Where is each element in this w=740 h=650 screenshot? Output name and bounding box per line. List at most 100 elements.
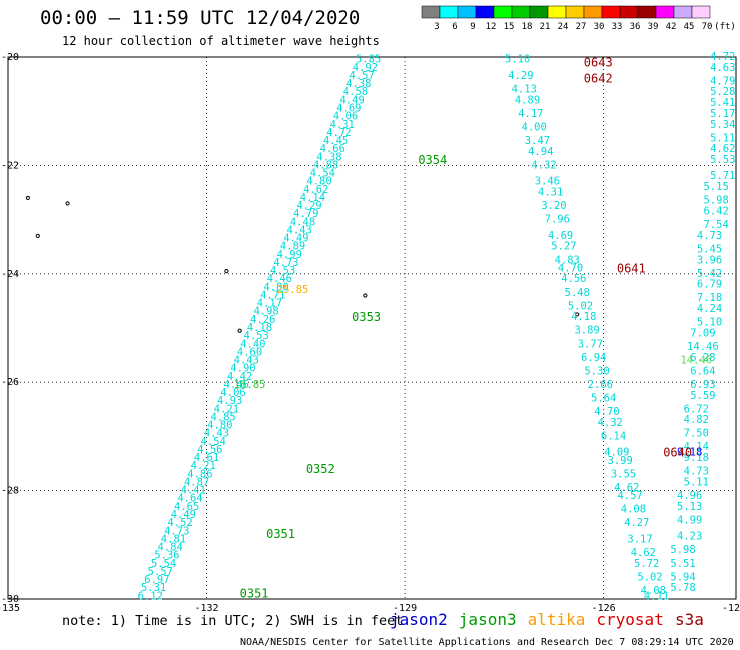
data-point-value: 4.29: [508, 70, 533, 82]
data-point-value: 4.65: [174, 501, 199, 513]
data-point-value: 4.64: [177, 493, 202, 505]
colorbar-label: 18: [522, 22, 533, 32]
data-point-value: 5.30: [584, 365, 609, 377]
island-outline: [25, 195, 30, 201]
data-point-value: 4.14: [300, 192, 325, 204]
colorbar-swatch: [547, 5, 567, 19]
data-point-value: 3.46: [535, 176, 560, 188]
data-point-value: 5.59: [690, 390, 715, 402]
data-point-value: 6.42: [703, 205, 728, 217]
data-point-value: 6.12: [138, 590, 163, 602]
data-point-value: 6.28: [690, 352, 715, 364]
time-label: 0643: [584, 55, 613, 69]
data-point-value: 4.63: [710, 62, 735, 74]
data-point-value: 4.62: [303, 184, 328, 196]
data-point-value: 3.99: [608, 455, 633, 467]
data-point-value: 5.54: [151, 558, 176, 570]
colorbar-label: 24: [558, 22, 569, 32]
data-point-value: 4.43: [234, 355, 259, 367]
data-point-value: 6.64: [690, 365, 715, 377]
data-point-value: 4.54: [201, 436, 226, 448]
x-tick-label: -129: [393, 603, 417, 614]
data-point-value: 14.46: [687, 341, 719, 353]
data-point-value: 4.62: [614, 482, 639, 494]
colorbar-label: (ft): [714, 22, 736, 32]
data-point-value: 4.11: [644, 590, 669, 602]
data-point-value: 4.61: [194, 452, 219, 464]
island-outline: [35, 233, 40, 238]
colorbar-swatch: [619, 5, 639, 19]
data-point-value: 4.79: [293, 208, 318, 220]
data-point-value: 4.60: [237, 346, 262, 358]
colorbar-swatch: [655, 5, 675, 19]
time-label: 0354: [418, 153, 447, 167]
legend-entry: jason3: [459, 610, 517, 629]
data-point-value: 4.99: [677, 514, 702, 526]
colorbar-swatch: [583, 5, 603, 19]
data-point-value: 4.80: [207, 420, 232, 432]
data-point-value: 4.31: [330, 119, 355, 131]
data-point-value: 2.66: [588, 379, 613, 391]
data-point-value: 5.98: [670, 544, 695, 556]
time-labels: 0643064206410640035403530352035103510104…: [240, 55, 692, 601]
legend-entry: altika: [528, 610, 586, 629]
data-point-value: 4.58: [343, 86, 368, 98]
data-point-value: 5.42: [697, 268, 722, 280]
data-point-value: 4.00: [521, 121, 546, 133]
data-point-value: 4.08: [641, 585, 666, 597]
data-point-value-highlight: 16.85: [234, 379, 266, 391]
credit-line: NOAA/NESDIS Center for Satellite Applica…: [240, 637, 734, 648]
data-point-value: 4.73: [697, 230, 722, 242]
time-label: 0351: [266, 527, 295, 541]
data-point-value: 6.79: [697, 279, 722, 291]
footnote: note: 1) Time is in UTC; 2) SWH is in fe…: [62, 613, 403, 629]
data-point-value: 4.41: [181, 485, 206, 497]
y-tick-label: -26: [1, 377, 19, 388]
data-point-value: 3.17: [627, 533, 652, 545]
data-point-value: 5.15: [703, 181, 728, 193]
data-point-value: 4.46: [267, 273, 292, 285]
data-point-value: 5.45: [697, 243, 722, 255]
colorbar-label: 12: [486, 22, 497, 32]
data-point-value: 5.02: [568, 300, 593, 312]
satellite-legend: jason2 jason3 altika cryosat s3a: [390, 610, 704, 629]
data-point-value: 4.93: [217, 395, 242, 407]
time-label: 0642: [584, 72, 613, 86]
data-point-value: 5.57: [148, 566, 173, 578]
axis-ticks: -135-132-129-126-123-124-20-22-24-26-28-…: [0, 52, 740, 614]
data-point-value: 4.24: [697, 303, 722, 315]
data-point-value: 5.10: [697, 317, 722, 329]
chart-subtitle: 12 hour collection of altimeter wave hei…: [62, 34, 380, 48]
data-point-value: 6.93: [690, 379, 715, 391]
data-point-value: 5.36: [154, 550, 179, 562]
data-point-value: 5.31: [141, 582, 166, 594]
data-point-value: 4.85: [210, 411, 235, 423]
time-label: 0351: [240, 587, 269, 601]
colorbar-label: 9: [470, 22, 475, 32]
data-point-value: 4.18: [571, 311, 596, 323]
data-point-value: 6.97: [144, 574, 169, 586]
data-point-value: 4.70: [558, 262, 583, 274]
data-point-value: 4.06: [333, 111, 358, 123]
colorbar-swatch: [475, 5, 495, 19]
data-points: 5.854.924.574.384.584.494.694.064.314.72…: [138, 51, 736, 602]
data-point-value: 4.70: [594, 406, 619, 418]
data-point-value: 4.83: [555, 254, 580, 266]
data-point-value: 4.38: [346, 78, 371, 90]
data-point-value: 4.38: [316, 151, 341, 163]
data-point-value: 5.64: [591, 392, 616, 404]
data-point-value: 5.48: [565, 287, 590, 299]
data-point-value-highlight: 25.85: [277, 284, 309, 296]
data-point-value: 7.96: [545, 214, 570, 226]
data-point-value: 4.81: [161, 533, 186, 545]
data-point-value: 4.62: [710, 143, 735, 155]
y-tick-label: -30: [1, 594, 19, 605]
data-point-value: 5.78: [670, 582, 695, 594]
data-point-value: 4.82: [684, 414, 709, 426]
grid-lines: [8, 57, 736, 599]
data-point-value: 4.73: [684, 466, 709, 478]
data-point-value: 3.77: [578, 338, 603, 350]
time-label: 0353: [352, 310, 381, 324]
y-tick-label: -22: [1, 160, 19, 171]
